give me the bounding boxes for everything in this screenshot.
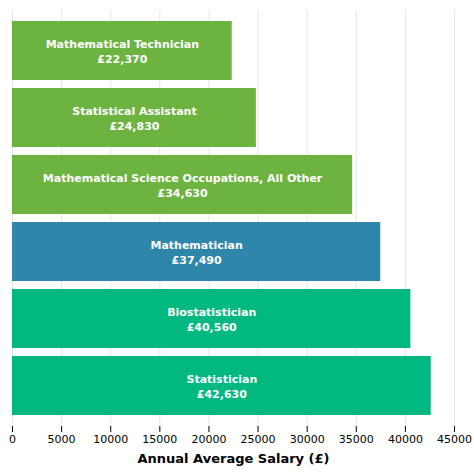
svg-text:Mathematician£37,490: Mathematician£37,490: [150, 239, 242, 266]
svg-text:Statistician£42,630: Statistician£42,630: [186, 373, 257, 400]
svg-text:0: 0: [9, 433, 16, 446]
svg-text:Mathematical Technician£22,370: Mathematical Technician£22,370: [46, 38, 199, 65]
svg-text:40000: 40000: [388, 433, 423, 446]
svg-text:45000: 45000: [437, 433, 472, 446]
svg-text:25000: 25000: [241, 433, 276, 446]
svg-text:15000: 15000: [142, 433, 177, 446]
svg-text:10000: 10000: [93, 433, 128, 446]
svg-text:Annual Average Salary (£): Annual Average Salary (£): [137, 451, 329, 466]
svg-text:5000: 5000: [48, 433, 76, 446]
svg-text:Mathematical Science Occupatio: Mathematical Science Occupations, All Ot…: [43, 172, 323, 199]
svg-text:30000: 30000: [290, 433, 325, 446]
svg-text:Biostatistician£40,560: Biostatistician£40,560: [167, 306, 256, 333]
svg-text:20000: 20000: [191, 433, 226, 446]
svg-text:35000: 35000: [339, 433, 374, 446]
svg-text:Statistical Assistant£24,830: Statistical Assistant£24,830: [72, 105, 196, 132]
